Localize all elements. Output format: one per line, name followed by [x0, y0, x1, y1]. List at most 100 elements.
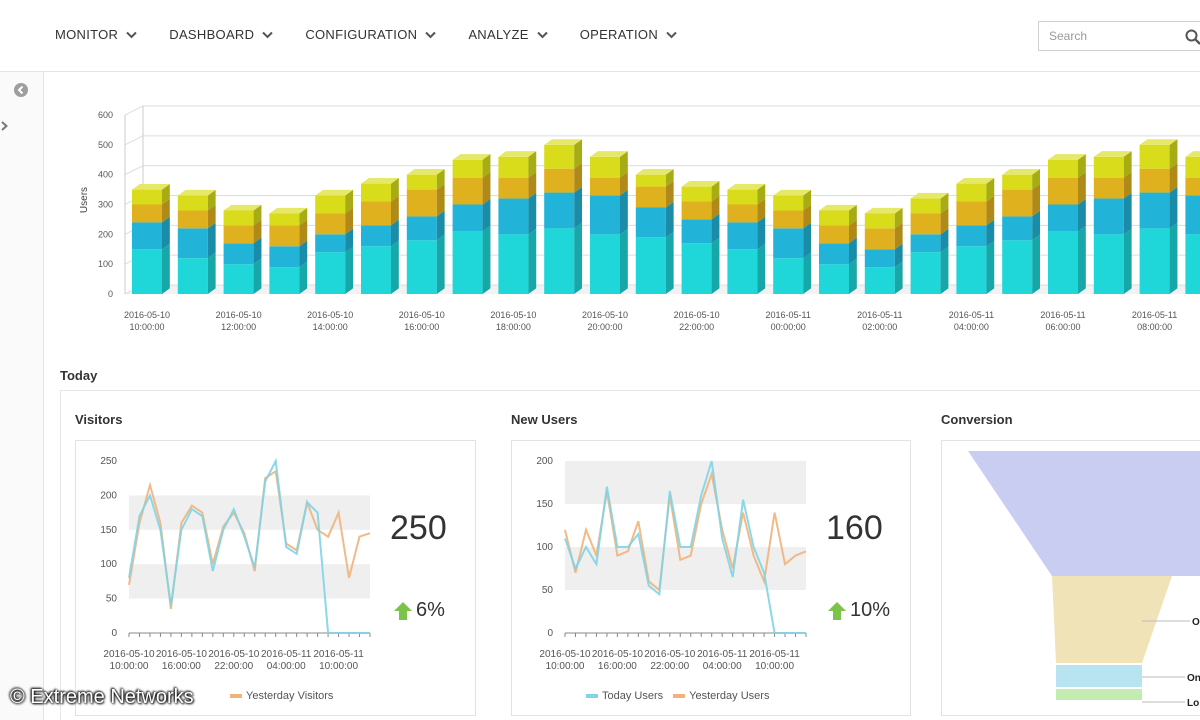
- bar-x-tick-label: 2016-05-10: [216, 310, 262, 320]
- bar-stack: [1139, 139, 1178, 294]
- bar-segment-side: [391, 219, 399, 247]
- menu-configuration[interactable]: CONFIGURATION: [305, 27, 437, 42]
- x-tick-label: 16:00:00: [598, 661, 637, 672]
- x-tick-label: 2016-05-10: [644, 649, 696, 660]
- bar-segment-side: [620, 172, 628, 196]
- bar-segment-side: [1078, 172, 1086, 205]
- bar-segment-front: [1185, 195, 1200, 235]
- plot-band: [129, 495, 370, 530]
- bar-segment-side: [803, 204, 812, 229]
- bar-segment-side: [391, 240, 399, 294]
- chevron-down-icon: [425, 31, 437, 39]
- bar-x-tick-label: 2016-05-11: [1040, 310, 1085, 320]
- bar-x-tick-label: 2016-05-10: [399, 310, 445, 320]
- collapse-sidebar-button[interactable]: [14, 83, 28, 97]
- bar-segment-front: [635, 186, 666, 208]
- users-stacked-bar-chart: 0 100 200 300 400 500 600 Users 2016-05-10 10:0…: [79, 105, 1200, 332]
- bar-y-tick-label: 0: [108, 289, 113, 299]
- bar-stack: [223, 204, 262, 294]
- legend-swatch: [586, 694, 598, 698]
- bar-segment-side: [757, 198, 766, 223]
- bar-segment-side: [528, 192, 537, 235]
- bar-segment-top: [315, 189, 354, 196]
- bar-segment-side: [665, 180, 674, 208]
- bar-x-tick-label: 18:00:00: [496, 322, 531, 332]
- bar-segment-side: [894, 207, 903, 229]
- bar-chart-y-label: Users: [79, 187, 90, 213]
- bar-segment-front: [1048, 204, 1078, 232]
- bar-segment-front: [819, 225, 849, 244]
- funnel-label-2: On: [1187, 673, 1200, 684]
- bar-segment-side: [207, 189, 216, 211]
- chevron-down-icon: [666, 31, 677, 39]
- bar-segment-front: [819, 264, 849, 294]
- plot-band: [565, 547, 806, 590]
- visitors-change-value: 6%: [416, 599, 445, 621]
- bar-segment-side: [940, 246, 949, 294]
- bar-segment-side: [391, 177, 399, 202]
- search-input[interactable]: [1049, 28, 1169, 44]
- bar-segment-front: [910, 252, 941, 294]
- bar-segment-front: [361, 225, 391, 247]
- bar-segment-front: [1048, 177, 1078, 205]
- menu-operation[interactable]: OPERATION: [580, 27, 677, 42]
- funnel-stage-2: [1052, 576, 1172, 663]
- bar-segment-front: [864, 228, 895, 250]
- visitors-line-chart: 0501001502002502016-05-1010:00:002016-05…: [100, 456, 371, 672]
- bar-segment-front: [773, 210, 804, 229]
- bar-segment-front: [223, 210, 254, 226]
- bar-grid-line: [124, 165, 144, 176]
- bar-segment-front: [727, 222, 758, 250]
- bar-segment-front: [177, 210, 208, 229]
- bar-segment-side: [528, 228, 537, 294]
- chevron-down-icon: [262, 31, 274, 39]
- funnel-label-3: Lo: [1187, 698, 1199, 709]
- bar-stack: [361, 177, 399, 294]
- bar-segment-front: [1093, 177, 1124, 199]
- new-users-change-value: 10%: [850, 599, 891, 621]
- x-tick-label: 2016-05-11: [261, 649, 312, 660]
- bar-segment-side: [986, 195, 995, 226]
- x-tick-label: 2016-05-11: [313, 649, 364, 660]
- bar-segment-top: [223, 204, 262, 211]
- bar-segment-front: [910, 213, 941, 235]
- menu-monitor[interactable]: MONITOR: [55, 27, 137, 42]
- visitors-card: 0 50 100 150 200 250 2016-05-10 10:00:00 2016-05…: [75, 440, 476, 716]
- bar-segment-front: [635, 237, 666, 294]
- bar-segment-side: [574, 139, 583, 169]
- menu-analyze[interactable]: ANALYZE: [468, 27, 548, 42]
- menu-analyze-label: ANALYZE: [468, 27, 529, 42]
- chevron-down-icon: [536, 31, 548, 39]
- conversion-funnel: O On Lo: [968, 451, 1200, 709]
- bar-segment-side: [894, 243, 903, 268]
- bar-stack: [406, 169, 445, 294]
- bar-segment-front: [864, 249, 895, 268]
- bar-x-tick-label: 2016-05-10: [674, 310, 720, 320]
- bar-segment-front: [590, 156, 620, 178]
- bar-segment-front: [727, 189, 758, 205]
- legend-yesterday-users: Yesterday Users: [673, 690, 769, 702]
- search-icon[interactable]: [1185, 29, 1200, 50]
- bar-segment-side: [345, 207, 354, 235]
- bar-segment-front: [498, 198, 529, 235]
- bar-stack: [1048, 154, 1086, 294]
- bar-segment-front: [1002, 189, 1033, 217]
- bar-segment-front: [590, 177, 620, 196]
- bar-segment-side: [665, 169, 674, 187]
- legend-label: Yesterday Users: [689, 690, 770, 702]
- bar-segment-front: [452, 177, 483, 205]
- visitors-count: 250: [390, 509, 447, 547]
- bar-chart-x-ticks: 2016-05-10 10:00:00 2016-05-10 12:00:00 2016…: [124, 310, 1177, 332]
- bar-segment-front: [773, 195, 804, 211]
- bar-segment-front: [635, 174, 666, 187]
- x-tick-label: 10:00:00: [755, 661, 794, 672]
- bar-stack: [132, 183, 170, 294]
- bar-segment-side: [894, 261, 903, 294]
- expand-menu-button[interactable]: [0, 119, 10, 137]
- bar-segment-side: [1169, 139, 1178, 169]
- menu-dashboard[interactable]: DASHBOARD: [169, 27, 274, 42]
- conversion-card: O On Lo: [941, 440, 1200, 716]
- bar-segment-front: [819, 243, 849, 265]
- chevron-down-icon: [126, 31, 137, 39]
- bar-segment-front: [956, 183, 987, 202]
